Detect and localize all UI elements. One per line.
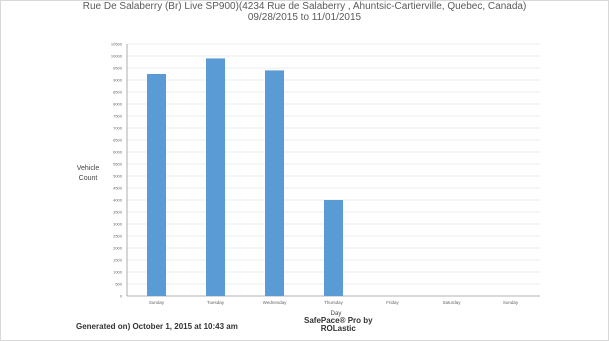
y-tick-label: 0 bbox=[120, 294, 123, 299]
y-tick-label: 6500 bbox=[113, 138, 123, 143]
brand-credit: SafePace® Pro by ROLastic bbox=[304, 317, 373, 333]
generated-timestamp: Generated on) October 1, 2015 at 10:43 a… bbox=[76, 322, 238, 331]
chart-title-block: Rue De Salaberry (Br) Live SP900)(4234 R… bbox=[0, 1, 609, 23]
bar bbox=[324, 200, 343, 296]
y-tick-label: 3500 bbox=[113, 210, 123, 215]
y-tick-label: 8000 bbox=[113, 102, 123, 107]
bars bbox=[147, 58, 343, 297]
report-title: Rue De Salaberry (Br) Live SP900)(4234 R… bbox=[82, 1, 527, 12]
y-tick-label: 4000 bbox=[113, 198, 123, 203]
tick-labels: 0 500 1000 1500 2000 2500 3000 3500 4000 4500 5000… bbox=[111, 42, 519, 306]
x-tick-label: Wednesday bbox=[263, 300, 287, 305]
bar bbox=[147, 74, 166, 296]
bar bbox=[206, 58, 225, 297]
y-tick-label: 2500 bbox=[113, 234, 123, 239]
x-axis-label: Day bbox=[331, 311, 342, 317]
brand-line-1: SafePace® Pro by bbox=[304, 316, 373, 325]
date-range: 09/28/2015 to 11/01/2015 bbox=[247, 12, 362, 23]
y-tick-label: 8500 bbox=[113, 90, 123, 95]
y-tick-label: 1500 bbox=[113, 258, 123, 263]
y-tick-label: 4500 bbox=[113, 186, 123, 191]
gridlines bbox=[127, 43, 540, 285]
y-tick-label: 10500 bbox=[111, 42, 123, 47]
y-tick-label: 9000 bbox=[113, 78, 123, 83]
bar bbox=[265, 70, 284, 297]
y-tick-label: 10000 bbox=[111, 54, 123, 59]
y-tick-label: 3000 bbox=[113, 222, 123, 227]
y-tick-label: 5000 bbox=[113, 174, 123, 179]
x-tick-label: Sunday bbox=[149, 300, 165, 305]
y-tick-label: 500 bbox=[115, 282, 122, 287]
y-tick-label: 7500 bbox=[113, 114, 123, 119]
y-tick-label: 6000 bbox=[113, 150, 123, 155]
y-axis-label-line-2: Count bbox=[79, 175, 98, 182]
x-tick-label: Saturday bbox=[442, 300, 461, 305]
y-tick-label: 2000 bbox=[113, 246, 123, 251]
x-tick-label: Sunday bbox=[503, 300, 519, 305]
y-tick-label: 1000 bbox=[113, 270, 123, 275]
y-tick-label: 9500 bbox=[113, 66, 123, 71]
y-tick-label: 7000 bbox=[113, 126, 123, 131]
x-tick-label: Tuesday bbox=[207, 300, 225, 305]
x-tick-label: Friday bbox=[386, 300, 399, 305]
y-tick-label: 5500 bbox=[113, 162, 123, 167]
brand-line-2: ROLastic bbox=[320, 324, 356, 333]
x-tick-label: Thursday bbox=[324, 300, 344, 305]
y-axis-label-line-1: Vehicle bbox=[77, 165, 100, 172]
